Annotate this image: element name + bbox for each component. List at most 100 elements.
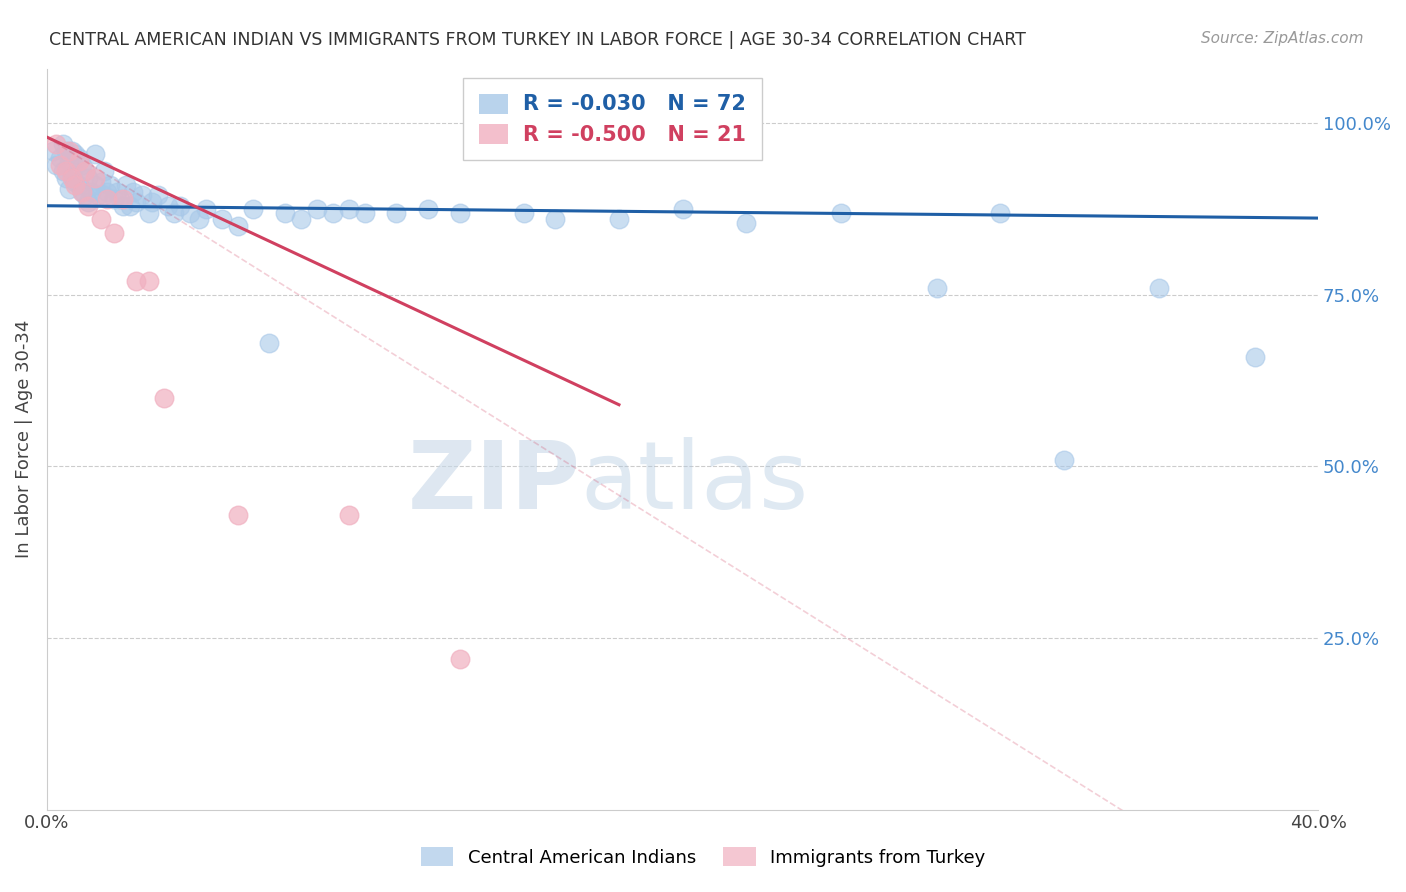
Point [73, 164, 96, 178]
Point [449, 205, 471, 219]
Point [418, 202, 440, 217]
Point [115, 178, 138, 193]
Point [226, 508, 249, 522]
Legend: R = -0.030   N = 72, R = -0.500   N = 21: R = -0.030 N = 72, R = -0.500 N = 21 [463, 78, 762, 161]
Point [77, 199, 100, 213]
Point [179, 205, 201, 219]
Point [65, 175, 87, 189]
Text: CENTRAL AMERICAN INDIAN VS IMMIGRANTS FROM TURKEY IN LABOR FORCE | AGE 30-34 COR: CENTRAL AMERICAN INDIAN VS IMMIGRANTS FR… [49, 31, 1026, 49]
Point [112, 199, 135, 213]
Point [55, 171, 77, 186]
Point [607, 212, 630, 227]
Point [259, 335, 281, 350]
Point [73, 188, 96, 202]
Point [353, 205, 375, 219]
Point [73, 164, 96, 178]
Point [55, 164, 77, 178]
Point [194, 202, 217, 217]
Point [48, 151, 70, 165]
Point [925, 281, 948, 295]
Point [1053, 452, 1076, 467]
Point [96, 185, 118, 199]
Point [118, 199, 141, 213]
Point [90, 175, 112, 189]
Point [146, 188, 169, 202]
Point [735, 216, 758, 230]
Point [125, 274, 148, 288]
Point [188, 212, 211, 227]
Point [48, 158, 70, 172]
Point [830, 205, 852, 219]
Point [67, 178, 90, 193]
Point [93, 188, 115, 202]
Point [83, 171, 105, 186]
Point [67, 154, 90, 169]
Point [169, 199, 191, 213]
Point [156, 199, 179, 213]
Point [60, 168, 83, 182]
Point [80, 185, 103, 199]
Text: ZIP: ZIP [408, 437, 581, 530]
Point [449, 651, 471, 665]
Point [138, 274, 160, 288]
Point [96, 192, 118, 206]
Point [67, 151, 90, 165]
Point [274, 205, 297, 219]
Point [103, 226, 125, 240]
Point [121, 185, 143, 199]
Point [70, 158, 93, 172]
Y-axis label: In Labor Force | Age 30-34: In Labor Force | Age 30-34 [15, 320, 32, 558]
Point [337, 508, 360, 522]
Point [90, 212, 112, 227]
Point [305, 202, 328, 217]
Point [385, 205, 408, 219]
Point [77, 171, 100, 186]
Point [125, 195, 148, 210]
Point [52, 136, 75, 151]
Point [671, 202, 693, 217]
Point [988, 205, 1011, 219]
Point [108, 192, 131, 206]
Point [58, 181, 80, 195]
Point [544, 212, 567, 227]
Point [163, 205, 186, 219]
Point [337, 202, 360, 217]
Point [153, 391, 176, 405]
Point [211, 212, 233, 227]
Legend: Central American Indians, Immigrants from Turkey: Central American Indians, Immigrants fro… [413, 840, 993, 874]
Text: Source: ZipAtlas.com: Source: ZipAtlas.com [1201, 31, 1364, 46]
Text: atlas: atlas [581, 437, 808, 530]
Point [83, 178, 105, 193]
Point [322, 205, 344, 219]
Point [105, 185, 128, 199]
Point [112, 192, 135, 206]
Point [65, 147, 87, 161]
Point [138, 205, 160, 219]
Point [290, 212, 312, 227]
Point [93, 164, 115, 178]
Point [226, 219, 249, 234]
Point [65, 178, 87, 193]
Point [87, 188, 110, 202]
Point [131, 188, 153, 202]
Point [242, 202, 264, 217]
Point [45, 136, 67, 151]
Point [52, 164, 75, 178]
Point [1147, 281, 1170, 295]
Point [60, 144, 83, 158]
Point [55, 144, 77, 158]
Point [77, 195, 100, 210]
Point [45, 158, 67, 172]
Point [60, 171, 83, 186]
Point [42, 144, 65, 158]
Point [70, 185, 93, 199]
Point [83, 147, 105, 161]
Point [141, 195, 163, 210]
Point [100, 178, 122, 193]
Point [58, 154, 80, 169]
Point [70, 185, 93, 199]
Point [58, 144, 80, 158]
Point [512, 205, 534, 219]
Point [1243, 350, 1265, 364]
Point [103, 192, 125, 206]
